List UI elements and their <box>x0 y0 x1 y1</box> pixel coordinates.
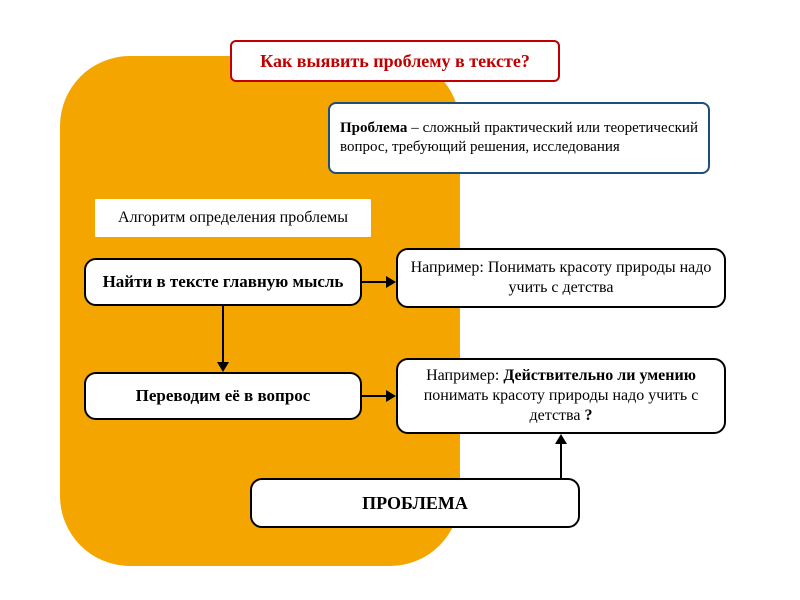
arrow-head-icon <box>386 276 396 288</box>
step1-text: Найти в тексте главную мысль <box>103 271 344 292</box>
example2-rest: понимать красоту природы надо учить с де… <box>424 387 699 424</box>
example2-box: Например: Действительно ли умению понима… <box>396 358 726 434</box>
step2-box: Переводим её в вопрос <box>84 372 362 420</box>
example1-box: Например: Понимать красоту природы надо … <box>396 248 726 308</box>
arrow-head-icon <box>217 362 229 372</box>
arrow-head-icon <box>386 390 396 402</box>
algorithm-header-text: Алгоритм определения проблемы <box>118 208 348 228</box>
example2-prefix: Например: <box>426 367 503 384</box>
diagram-canvas: Как выявить проблему в тексте? Проблема … <box>0 0 800 600</box>
arrow-line <box>362 395 386 397</box>
arrow-line <box>362 281 386 283</box>
example2-text: Например: Действительно ли умению понима… <box>408 366 714 426</box>
arrow-line <box>560 444 562 478</box>
arrow-line <box>222 306 224 362</box>
arrow-head-icon <box>555 434 567 444</box>
title-box: Как выявить проблему в тексте? <box>230 40 560 82</box>
example1-text: Например: Понимать красоту природы надо … <box>408 258 714 298</box>
problem-text: ПРОБЛЕМА <box>362 492 468 515</box>
example2-qmark: ? <box>584 407 592 424</box>
step1-box: Найти в тексте главную мысль <box>84 258 362 306</box>
definition-box: Проблема – сложный практический или теор… <box>328 102 710 174</box>
definition-bold: Проблема <box>340 120 407 136</box>
step2-text: Переводим её в вопрос <box>136 385 311 406</box>
title-text: Как выявить проблему в тексте? <box>260 50 530 73</box>
problem-box: ПРОБЛЕМА <box>250 478 580 528</box>
definition-text: Проблема – сложный практический или теор… <box>340 119 698 157</box>
algorithm-header-box: Алгоритм определения проблемы <box>94 198 372 238</box>
example2-bold: Действительно ли умению <box>503 367 696 384</box>
